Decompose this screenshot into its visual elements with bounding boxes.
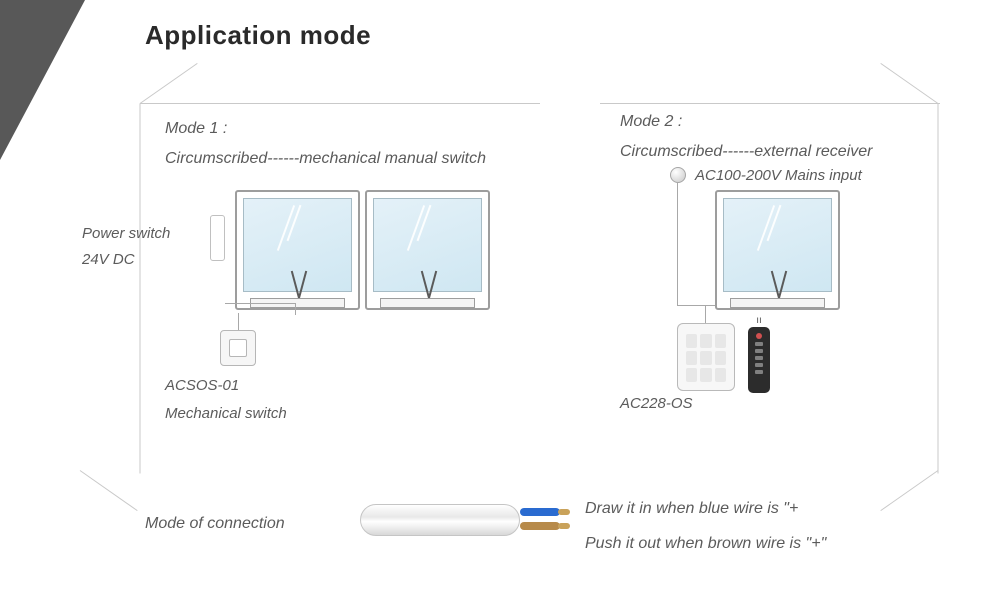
receiver-keypad-icon <box>677 323 735 391</box>
wire <box>677 183 678 305</box>
wire <box>225 303 295 304</box>
window-opener <box>235 190 360 310</box>
blue-wire <box>520 508 560 516</box>
room-line <box>140 63 198 104</box>
page-title: Application mode <box>145 20 371 51</box>
power-switch-label-1: Power switch <box>82 225 170 242</box>
room-line <box>600 103 940 104</box>
mechanical-switch-icon <box>220 330 256 366</box>
mech-switch-desc: Mechanical switch <box>165 405 287 422</box>
mode1-subtitle: Circumscribed------mechanical manual swi… <box>165 150 486 168</box>
room-line <box>880 470 938 511</box>
brown-wire <box>520 522 560 530</box>
mode2-subtitle: Circumscribed------external receiver <box>620 143 872 161</box>
cable-illustration <box>360 498 570 542</box>
window-opener <box>365 190 490 310</box>
wire <box>238 313 239 330</box>
room-line <box>140 103 540 104</box>
mode2-heading: Mode 2 : <box>620 113 682 131</box>
diagram-stage: Mode 1 : Circumscribed------mechanical m… <box>100 95 950 485</box>
wall-power-switch <box>210 215 225 261</box>
wire <box>705 305 706 323</box>
mains-label: AC100-200V Mains input <box>695 167 862 184</box>
connection-label: Mode of connection <box>145 515 285 533</box>
mains-input-icon <box>670 167 686 183</box>
room-line <box>938 104 939 474</box>
decorative-corner <box>0 0 85 160</box>
window-opener <box>715 190 840 310</box>
power-switch-label-2: 24V DC <box>82 251 135 268</box>
room-line <box>80 470 138 511</box>
mech-switch-model: ACSOS-01 <box>165 377 239 394</box>
connection-line-1: Draw it in when blue wire is "+ <box>585 500 798 518</box>
mode1-heading: Mode 1 : <box>165 120 227 138</box>
receiver-model: AC228-OS <box>620 395 693 412</box>
remote-control-icon: ıı <box>748 327 770 393</box>
wire <box>295 303 296 315</box>
connection-line-2: Push it out when brown wire is "+" <box>585 535 826 553</box>
room-line <box>140 104 141 474</box>
room-line <box>880 63 938 104</box>
